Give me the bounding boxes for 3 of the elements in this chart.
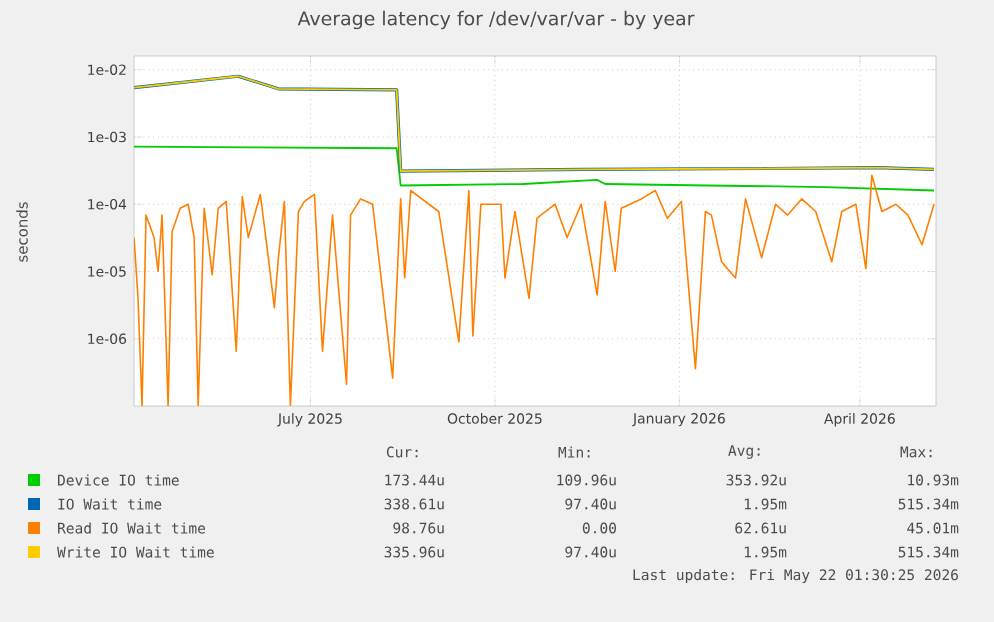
line-series xyxy=(134,145,935,192)
chart-title: Average latency for /dev/var/var - by year xyxy=(297,10,695,30)
line-series xyxy=(134,174,935,407)
